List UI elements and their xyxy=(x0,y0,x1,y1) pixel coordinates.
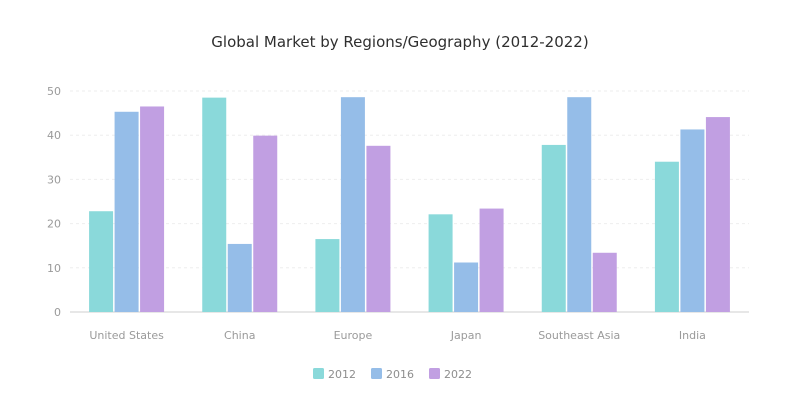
legend: 2012 2016 2022 xyxy=(313,368,472,381)
chart-title: Global Market by Regions/Geography (2012… xyxy=(211,33,588,51)
legend-item-2016[interactable]: 2016 xyxy=(371,368,414,381)
bar-2016-japan[interactable] xyxy=(454,262,479,312)
bar-2012-united-states[interactable] xyxy=(89,211,114,312)
bar-2012-europe[interactable] xyxy=(315,239,340,312)
bar-2016-europe[interactable] xyxy=(340,97,365,312)
bar-2022-europe[interactable] xyxy=(366,145,391,312)
bar-2016-southeast-asia[interactable] xyxy=(567,97,592,312)
x-tick-label: United States xyxy=(89,329,164,342)
x-tick-label: China xyxy=(224,329,255,342)
bar-2012-japan[interactable] xyxy=(428,214,453,312)
legend-swatch xyxy=(371,368,382,379)
legend-item-2022[interactable]: 2022 xyxy=(429,368,472,381)
legend-item-2012[interactable]: 2012 xyxy=(313,368,356,381)
bar-2022-japan[interactable] xyxy=(479,208,504,312)
y-tick-label: 10 xyxy=(47,262,61,275)
x-tick-label: Japan xyxy=(450,329,482,342)
bar-2016-china[interactable] xyxy=(227,243,252,312)
y-tick-label: 30 xyxy=(47,173,61,186)
legend-swatch xyxy=(313,368,324,379)
bar-2022-india[interactable] xyxy=(705,117,730,312)
bar-2016-india[interactable] xyxy=(680,129,705,312)
bar-2012-india[interactable] xyxy=(654,161,679,312)
bars xyxy=(89,97,730,312)
legend-swatch xyxy=(429,368,440,379)
x-tick-label: Europe xyxy=(334,329,373,342)
gridlines xyxy=(70,90,749,269)
y-tick-label: 40 xyxy=(47,129,61,142)
bar-2022-southeast-asia[interactable] xyxy=(592,252,617,312)
x-axis: United States China Europe Japan Southeast A… xyxy=(89,329,706,342)
y-tick-label: 0 xyxy=(54,306,61,319)
x-tick-label: India xyxy=(679,329,706,342)
bar-2012-southeast-asia[interactable] xyxy=(541,144,566,312)
legend-label: 2016 xyxy=(386,368,414,381)
legend-label: 2012 xyxy=(328,368,356,381)
y-tick-label: 50 xyxy=(47,85,61,98)
y-axis: 0 10 20 30 40 50 xyxy=(47,85,749,319)
bar-2022-china[interactable] xyxy=(253,135,278,312)
x-tick-label: Southeast Asia xyxy=(538,329,620,342)
y-tick-label: 20 xyxy=(47,218,61,231)
bar-2022-united-states[interactable] xyxy=(140,106,165,312)
legend-label: 2022 xyxy=(444,368,472,381)
bar-2012-china[interactable] xyxy=(202,97,227,312)
bar-2016-united-states[interactable] xyxy=(114,111,139,312)
